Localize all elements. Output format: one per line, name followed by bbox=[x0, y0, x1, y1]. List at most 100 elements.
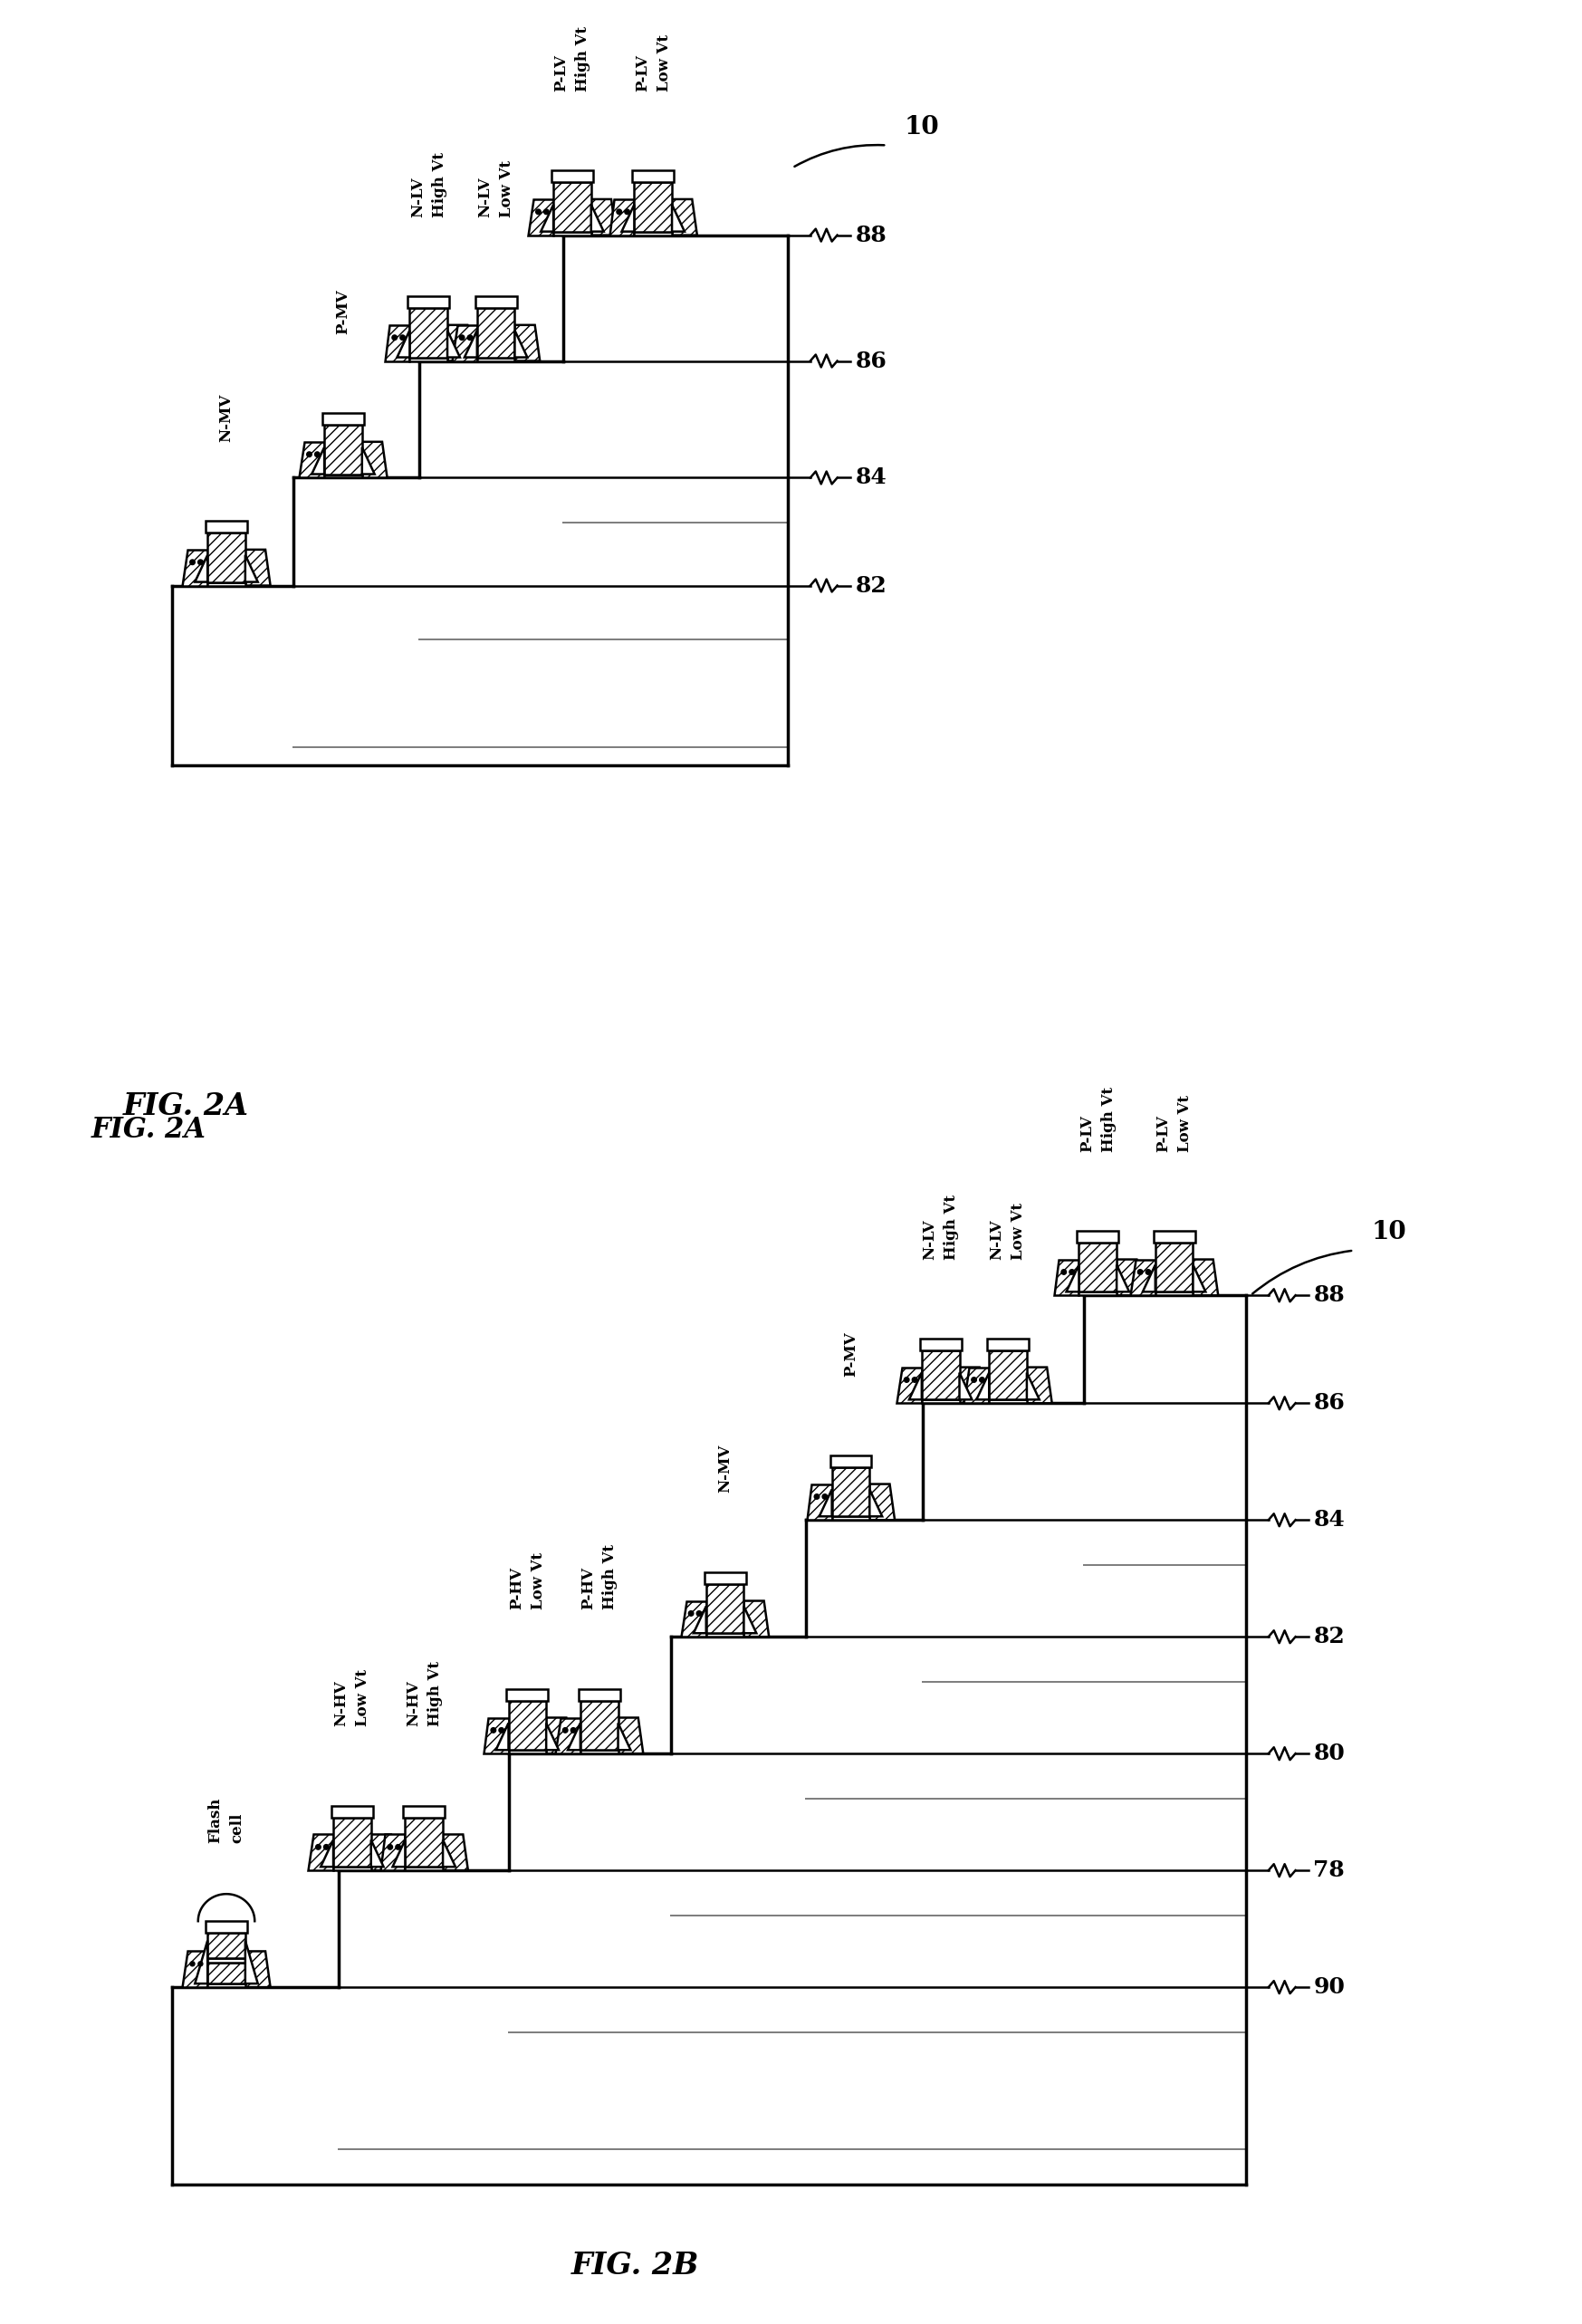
Polygon shape bbox=[528, 200, 554, 235]
Circle shape bbox=[815, 1494, 819, 1499]
Bar bbox=[506, 1690, 547, 1701]
Text: P-LV: P-LV bbox=[1156, 1116, 1171, 1153]
Polygon shape bbox=[910, 1373, 922, 1399]
Polygon shape bbox=[1066, 1264, 1079, 1292]
Text: N-LV: N-LV bbox=[989, 1220, 1005, 1260]
Polygon shape bbox=[384, 325, 410, 360]
Text: 88: 88 bbox=[1313, 1285, 1345, 1306]
Polygon shape bbox=[744, 1601, 769, 1636]
Polygon shape bbox=[245, 1952, 271, 1987]
Polygon shape bbox=[672, 205, 685, 232]
Polygon shape bbox=[372, 1834, 396, 1871]
Polygon shape bbox=[321, 1841, 334, 1866]
Polygon shape bbox=[744, 1606, 756, 1634]
Bar bbox=[634, 181, 672, 232]
Circle shape bbox=[490, 1727, 495, 1734]
Bar bbox=[410, 307, 448, 358]
Text: P-HV: P-HV bbox=[581, 1566, 596, 1611]
Circle shape bbox=[696, 1611, 701, 1615]
Polygon shape bbox=[392, 1841, 405, 1866]
Text: N-MV: N-MV bbox=[717, 1446, 732, 1492]
Polygon shape bbox=[448, 330, 460, 358]
Circle shape bbox=[400, 335, 405, 339]
Text: N-HV: N-HV bbox=[334, 1680, 350, 1727]
Text: FIG. 2B: FIG. 2B bbox=[571, 2250, 699, 2280]
Bar bbox=[323, 414, 364, 425]
Text: P-HV: P-HV bbox=[509, 1566, 524, 1611]
Text: Low Vt: Low Vt bbox=[356, 1669, 370, 1727]
Polygon shape bbox=[1142, 1264, 1155, 1292]
Circle shape bbox=[625, 209, 630, 214]
Bar bbox=[922, 1350, 959, 1399]
Polygon shape bbox=[312, 446, 324, 474]
Polygon shape bbox=[443, 1834, 468, 1871]
Polygon shape bbox=[693, 1606, 706, 1634]
Polygon shape bbox=[1117, 1260, 1142, 1294]
Text: 86: 86 bbox=[1313, 1392, 1345, 1413]
Polygon shape bbox=[1130, 1260, 1155, 1294]
Text: High Vt: High Vt bbox=[432, 151, 448, 216]
Polygon shape bbox=[807, 1485, 832, 1520]
Bar bbox=[410, 358, 448, 360]
Polygon shape bbox=[397, 330, 410, 358]
Text: Low Vt: Low Vt bbox=[498, 160, 514, 216]
Text: 10: 10 bbox=[1372, 1220, 1406, 1246]
Polygon shape bbox=[1117, 1264, 1130, 1292]
Text: 84: 84 bbox=[856, 467, 886, 488]
Text: N-LV: N-LV bbox=[410, 177, 426, 216]
Polygon shape bbox=[245, 548, 271, 586]
Circle shape bbox=[190, 1961, 195, 1966]
Bar bbox=[554, 181, 592, 232]
Circle shape bbox=[688, 1611, 693, 1615]
Polygon shape bbox=[555, 1717, 581, 1755]
Bar bbox=[207, 581, 245, 586]
Text: P-MV: P-MV bbox=[335, 288, 351, 335]
Polygon shape bbox=[308, 1834, 334, 1871]
Bar bbox=[987, 1339, 1028, 1350]
Circle shape bbox=[467, 335, 473, 339]
Text: High Vt: High Vt bbox=[427, 1662, 443, 1727]
Polygon shape bbox=[465, 330, 478, 358]
Text: FIG. 2A: FIG. 2A bbox=[92, 1116, 207, 1143]
Text: FIG. 2A: FIG. 2A bbox=[123, 1092, 248, 1122]
Bar bbox=[922, 1399, 959, 1404]
Circle shape bbox=[459, 335, 465, 339]
Bar bbox=[405, 1866, 443, 1871]
Text: Low Vt: Low Vt bbox=[657, 35, 672, 91]
Polygon shape bbox=[514, 325, 539, 360]
Polygon shape bbox=[443, 1841, 456, 1866]
Text: P-LV: P-LV bbox=[634, 53, 650, 91]
Circle shape bbox=[396, 1845, 400, 1850]
Polygon shape bbox=[195, 555, 207, 581]
Bar bbox=[919, 1339, 962, 1350]
Bar bbox=[207, 1964, 245, 1985]
Text: 78: 78 bbox=[1313, 1859, 1345, 1880]
Text: 88: 88 bbox=[856, 225, 886, 246]
Polygon shape bbox=[245, 1941, 258, 1985]
Bar bbox=[581, 1750, 619, 1755]
Bar bbox=[634, 232, 672, 235]
Text: 82: 82 bbox=[856, 574, 886, 597]
Polygon shape bbox=[245, 555, 258, 581]
Polygon shape bbox=[819, 1490, 832, 1515]
Polygon shape bbox=[1027, 1373, 1039, 1399]
Polygon shape bbox=[299, 442, 324, 479]
Text: 86: 86 bbox=[856, 351, 886, 372]
Bar bbox=[475, 295, 517, 307]
Polygon shape bbox=[448, 325, 473, 360]
Bar bbox=[989, 1350, 1027, 1399]
Circle shape bbox=[536, 209, 541, 214]
Circle shape bbox=[1062, 1269, 1066, 1274]
Text: P-LV: P-LV bbox=[554, 53, 570, 91]
Text: cell: cell bbox=[229, 1813, 245, 1843]
Polygon shape bbox=[1027, 1367, 1052, 1404]
Bar bbox=[334, 1817, 372, 1866]
Polygon shape bbox=[541, 205, 554, 232]
Bar bbox=[1153, 1232, 1194, 1243]
Polygon shape bbox=[195, 1941, 207, 1985]
Polygon shape bbox=[452, 325, 478, 360]
Text: Flash: Flash bbox=[207, 1799, 223, 1843]
Text: 84: 84 bbox=[1313, 1508, 1345, 1532]
Polygon shape bbox=[362, 446, 375, 474]
Circle shape bbox=[498, 1727, 505, 1734]
